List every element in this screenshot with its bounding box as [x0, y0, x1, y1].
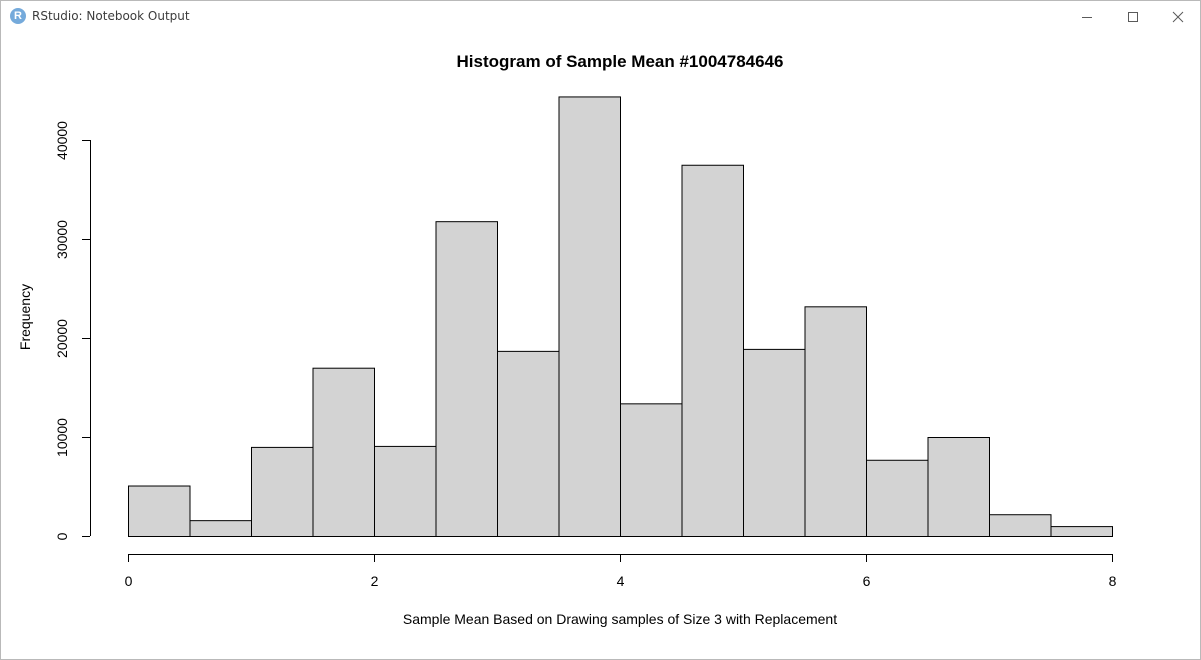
histogram-bar — [927, 437, 990, 537]
maximize-button[interactable] — [1110, 1, 1156, 32]
histogram-bar — [989, 514, 1052, 538]
title-bar[interactable]: R RStudio: Notebook Output — [1, 1, 1200, 32]
histogram-bar — [128, 485, 191, 538]
histogram-bar — [497, 350, 560, 537]
histogram-bar — [374, 445, 437, 537]
histogram-bar — [189, 520, 252, 538]
y-axis: 0 10000 20000 30000 40000 — [54, 121, 91, 540]
histogram-chart: Histogram of Sample Mean #1004784646 0 2 4… — [17, 52, 1117, 627]
histogram-bar — [866, 459, 929, 537]
chart-title: Histogram of Sample Mean #1004784646 — [457, 52, 784, 71]
histogram-bar — [251, 446, 314, 537]
histogram-bar — [558, 96, 621, 537]
bars-group — [128, 96, 1113, 538]
y-axis-label: Frequency — [17, 284, 33, 350]
minimize-icon — [1082, 16, 1092, 18]
maximize-icon — [1128, 11, 1138, 22]
histogram-bar — [743, 348, 806, 538]
histogram-bar — [620, 403, 683, 537]
x-tick-label: 8 — [1109, 573, 1117, 589]
histogram-bar — [804, 306, 867, 537]
y-tick-label: 20000 — [54, 319, 70, 358]
x-axis-label: Sample Mean Based on Drawing samples of … — [403, 611, 837, 627]
window-title: RStudio: Notebook Output — [32, 9, 190, 23]
histogram-bar — [435, 221, 498, 537]
y-tick-label: 10000 — [54, 418, 70, 457]
y-tick-label: 30000 — [54, 220, 70, 259]
histogram-bar — [681, 164, 744, 537]
x-tick-label: 0 — [125, 573, 133, 589]
histogram-bar — [1050, 526, 1113, 538]
x-tick-label: 4 — [617, 573, 625, 589]
y-tick-label: 0 — [54, 532, 70, 540]
close-icon — [1172, 11, 1184, 22]
x-tick-label: 6 — [863, 573, 871, 589]
close-button[interactable] — [1155, 1, 1201, 32]
x-tick-label: 2 — [371, 573, 379, 589]
y-tick-label: 40000 — [54, 121, 70, 160]
x-axis: 0 2 4 6 8 — [125, 554, 1117, 589]
minimize-button[interactable] — [1064, 1, 1110, 32]
rstudio-logo-icon: R — [10, 8, 26, 24]
histogram-bar — [312, 367, 375, 538]
